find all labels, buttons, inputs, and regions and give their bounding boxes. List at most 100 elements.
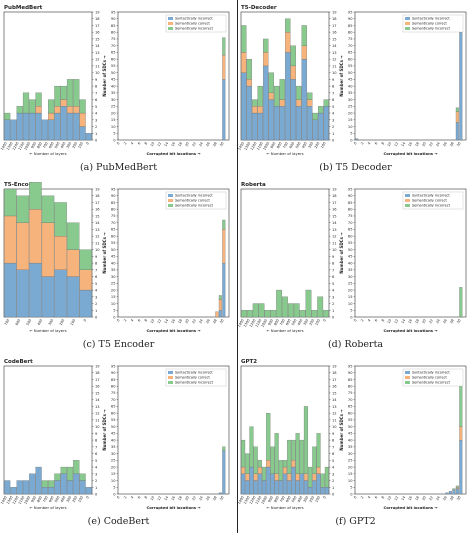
layer-bar-segment (60, 85, 67, 100)
layer-ytick-label: 2 (95, 479, 97, 483)
layer-bar-segment (66, 112, 74, 141)
bit-xtick-label: 8 (144, 142, 149, 146)
bit-plot-frame (354, 11, 467, 141)
bit-bar-segment (455, 122, 459, 141)
bit-xtick-label: 6 (374, 496, 379, 500)
bit-bar-segment (459, 380, 463, 427)
layer-bar-segment (308, 487, 313, 495)
panel-title: GPT2 (241, 359, 257, 365)
layer-bar-segment (79, 473, 86, 481)
bit-xtick-label: 24 (198, 142, 204, 148)
bit-xtick-label: 30 (456, 142, 462, 148)
layer-bar-segment (291, 460, 296, 468)
bit-xtick-label: 0 (116, 319, 121, 323)
layer-bar-segment (266, 413, 271, 461)
layer-xtick-label: 100 (314, 319, 321, 327)
layer-bar-segment (4, 119, 11, 141)
bit-bar-segment (215, 311, 219, 318)
panel-svg: T5-Decoder012345678910111213141516171819… (237, 5, 467, 173)
layer-ytick-label: 10 (332, 71, 337, 75)
bit-xtick-label: 0 (353, 496, 358, 500)
layer-bar-segment (245, 480, 250, 495)
layer-bar-segment (316, 433, 321, 468)
layer-xtick-label: 800 (273, 496, 280, 504)
bit-ytick-label: 20 (348, 288, 353, 292)
layer-xtick-label: 1400 (237, 496, 245, 505)
bit-ytick-label: 25 (111, 105, 116, 109)
layer-ytick-label: 1 (332, 309, 334, 313)
bit-xtick-label: 28 (449, 319, 455, 325)
bit-ytick-label: 50 (111, 248, 116, 252)
bit-xtick-label: 26 (442, 142, 448, 148)
bit-ytick-label: 25 (111, 459, 116, 463)
layer-ytick-label: 5 (95, 282, 97, 286)
bit-ytick-label: 35 (111, 445, 116, 449)
bit-xtick-label: 24 (435, 496, 441, 502)
bit-ytick-label: 35 (111, 91, 116, 95)
layer-bar-segment (316, 466, 321, 474)
layer-ytick-label: 12 (95, 412, 100, 416)
legend-swatch (168, 199, 173, 202)
layer-ytick-label: 4 (95, 466, 98, 470)
panel-pubmedbert: PubMedBert 0 1 2 3 4 5 6 7 8 9 10 11 12 13 14 15 16 17 18 19… (0, 0, 237, 177)
layer-bar-segment (263, 52, 269, 67)
legend-box (402, 191, 464, 210)
layer-xtick-label: 100 (314, 496, 321, 504)
layer-bar-segment (85, 487, 92, 495)
bit-bar-segment (222, 79, 226, 141)
bit-ytick-label: 45 (111, 255, 116, 259)
layer-xtick-label: 100 (70, 319, 77, 327)
layer-xtick-label: 100 (77, 496, 84, 504)
layer-xtick-label: 100 (320, 142, 327, 150)
legend-label: Semantically incorrect (412, 381, 451, 385)
layer-bar-segment (285, 52, 291, 141)
layer-bar-segment (257, 106, 263, 114)
layer-xtick-label: 1000 (260, 319, 268, 328)
layer-bar-segment (16, 195, 30, 223)
layer-bar-segment (35, 466, 42, 495)
layer-xlabel: ← Number of layers (266, 151, 303, 156)
layer-bar-segment (60, 466, 67, 474)
layer-xtick-label: 900 (267, 496, 274, 504)
bit-bar-segment (222, 54, 226, 80)
bit-bar-segment (452, 488, 456, 491)
layer-ytick-label: 13 (332, 51, 337, 55)
bit-xtick-label: 10 (387, 319, 393, 325)
layer-xtick-label: 900 (270, 142, 277, 150)
legend-label: Semantically correct (412, 22, 447, 26)
layer-bar-segment (241, 25, 247, 53)
layer-ytick-label: 12 (95, 235, 100, 239)
layer-ytick-label: 0 (332, 316, 335, 320)
legend-box (165, 191, 227, 210)
layer-ytick-label: 4 (332, 112, 335, 116)
layer-xtick-label: 400 (60, 496, 67, 504)
layer-ytick-label: 10 (95, 248, 100, 252)
bit-ylabel: Number of SDCs → (102, 409, 107, 451)
layer-bar-segment (311, 310, 318, 318)
bit-xtick-label: 20 (184, 142, 190, 148)
layer-bar-segment (48, 487, 55, 495)
layer-ytick-label: 19 (95, 11, 100, 15)
layer-ytick-label: 8 (332, 85, 335, 89)
bit-xtick-label: 4 (367, 496, 372, 500)
bit-ytick-label: 40 (111, 438, 116, 442)
legend-swatch (168, 194, 173, 197)
layer-bar-segment (291, 439, 296, 461)
layer-xtick-label: 1000 (262, 142, 270, 151)
layer-bar-segment (66, 276, 80, 318)
layer-ytick-label: 16 (95, 208, 100, 212)
bit-xtick-label: 18 (177, 496, 183, 502)
bit-bar-segment (222, 37, 226, 56)
bit-xtick-label: 20 (421, 496, 427, 502)
bit-bar-segment (455, 485, 459, 488)
layer-bar-segment (291, 466, 296, 495)
bit-ytick-label: 65 (111, 405, 116, 409)
layer-ytick-label: 5 (332, 105, 334, 109)
layer-ytick-label: 7 (332, 91, 334, 95)
layer-ytick-label: 2 (95, 125, 97, 129)
layer-bar-segment (73, 106, 80, 114)
layer-bar-segment (73, 79, 80, 107)
layer-ytick-label: 11 (332, 64, 337, 68)
layer-bar-segment (296, 85, 302, 100)
bit-xtick-label: 2 (123, 142, 128, 146)
